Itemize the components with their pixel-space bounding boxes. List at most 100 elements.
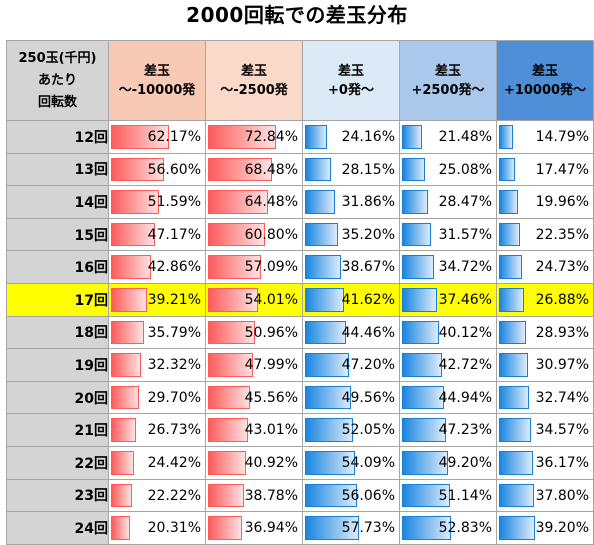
column-header-3: 差玉 +2500発～ (399, 40, 497, 121)
value-text: 14.79% (535, 129, 589, 145)
value-cell: 34.72% (399, 250, 497, 284)
data-bar (111, 353, 141, 377)
row-label: 20回 (6, 380, 109, 415)
value-cell: 36.94% (205, 511, 303, 545)
row-label: 17回 (6, 282, 109, 317)
data-bar (402, 190, 428, 214)
value-cell: 47.17% (108, 217, 206, 252)
value-text: 37.80% (535, 487, 589, 504)
value-text: 20.31% (147, 520, 201, 537)
value-text: 28.47% (438, 194, 492, 211)
value-text: 52.83% (438, 520, 492, 537)
data-bar (499, 483, 534, 508)
value-cell: 17.47% (496, 152, 594, 187)
value-text: 32.74% (535, 389, 589, 406)
table-row: 22回 24.42% 40.92% 54.09% 49.20% 36.17% (6, 445, 594, 480)
value-cell: 14.79% (496, 120, 594, 154)
value-text: 22.22% (147, 487, 201, 504)
data-bar (499, 222, 520, 247)
data-bar (305, 353, 349, 377)
value-text: 39.21% (147, 291, 201, 308)
value-text: 36.94% (244, 520, 298, 537)
data-bar (499, 190, 518, 214)
data-bar (305, 157, 331, 182)
data-bar (111, 255, 151, 279)
data-bar (499, 516, 535, 540)
value-cell: 32.32% (108, 348, 206, 382)
value-text: 56.06% (341, 487, 395, 504)
value-text: 31.86% (341, 194, 395, 211)
value-cell: 72.84% (205, 120, 303, 154)
value-cell: 68.48% (205, 152, 303, 187)
value-cell: 34.57% (496, 413, 594, 447)
row-label: 14回 (6, 185, 109, 219)
data-bar (208, 125, 276, 149)
value-text: 35.79% (147, 324, 201, 341)
data-bar (111, 320, 144, 345)
value-text: 44.94% (438, 389, 492, 406)
value-cell: 35.20% (302, 217, 400, 252)
value-text: 38.78% (244, 487, 298, 504)
value-text: 47.20% (341, 357, 395, 374)
data-bar (208, 385, 250, 410)
data-bar (208, 353, 253, 377)
table-row: 23回 22.22% 38.78% 56.06% 51.14% 37.80% (6, 478, 594, 513)
row-label: 16回 (6, 250, 109, 284)
value-cell: 50.96% (205, 315, 303, 350)
value-cell: 52.83% (399, 511, 497, 545)
data-bar (402, 516, 451, 540)
data-bar (499, 450, 533, 475)
value-cell: 52.05% (302, 413, 400, 447)
header-row: 250玉(千円) あたり 回転数 差玉 ～-10000発 差玉 ～-2500発 差玉… (6, 40, 594, 121)
value-cell: 36.17% (496, 445, 594, 480)
value-cell: 31.57% (399, 217, 497, 252)
value-text: 68.48% (244, 161, 298, 178)
distribution-table: 250玉(千円) あたり 回転数 差玉 ～-10000発 差玉 ～-2500発 差玉… (6, 40, 594, 545)
value-text: 42.72% (438, 357, 492, 374)
value-cell: 42.86% (108, 250, 206, 284)
data-bar (305, 516, 359, 540)
row-label: 13回 (6, 152, 109, 187)
data-bar (402, 385, 444, 410)
value-text: 24.42% (147, 454, 201, 471)
value-cell: 51.14% (399, 478, 497, 513)
value-text: 41.62% (341, 291, 395, 308)
value-text: 25.08% (438, 161, 492, 178)
value-cell: 47.99% (205, 348, 303, 382)
value-cell: 21.48% (399, 120, 497, 154)
corner-line-1: 250玉(千円) (18, 50, 97, 66)
value-cell: 62.17% (108, 120, 206, 154)
value-text: 40.12% (438, 324, 492, 341)
data-bar (111, 190, 159, 214)
corner-line-3: 回転数 (37, 94, 77, 110)
value-text: 19.96% (535, 194, 589, 211)
data-bar (499, 157, 515, 182)
value-cell: 44.94% (399, 380, 497, 415)
data-bar (208, 222, 265, 247)
data-bar (402, 418, 446, 442)
data-bar (402, 157, 425, 182)
value-cell: 20.31% (108, 511, 206, 545)
value-cell: 37.80% (496, 478, 594, 513)
value-cell: 26.88% (496, 282, 594, 317)
value-cell: 37.46% (399, 282, 497, 317)
column-header-2: 差玉 +0発～ (302, 40, 400, 121)
data-bar (402, 483, 450, 508)
row-label: 24回 (6, 511, 109, 545)
table-row: 21回 26.73% 43.01% 52.05% 47.23% 34.57% (6, 413, 594, 447)
value-text: 52.05% (341, 422, 395, 439)
value-cell: 57.73% (302, 511, 400, 545)
data-bar (305, 190, 335, 214)
value-text: 49.20% (438, 454, 492, 471)
value-text: 51.59% (147, 194, 201, 211)
value-text: 60.80% (244, 226, 298, 243)
value-cell: 24.73% (496, 250, 594, 284)
table-row: 12回 62.17% 72.84% 24.16% 21.48% 14.79% (6, 120, 594, 154)
value-text: 31.57% (438, 226, 492, 243)
data-bar (305, 320, 346, 345)
column-header-line-1: 差玉 (240, 63, 267, 79)
data-bar (208, 418, 248, 442)
value-text: 35.20% (341, 226, 395, 243)
value-cell: 45.56% (205, 380, 303, 415)
value-cell: 54.01% (205, 282, 303, 317)
